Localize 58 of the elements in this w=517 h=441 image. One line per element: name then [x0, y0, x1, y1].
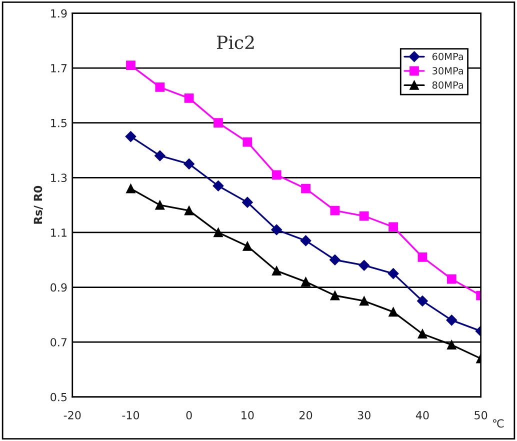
y-tick-label: 1.1 [51, 228, 66, 237]
point [184, 94, 194, 103]
y-tick-label: 0.7 [50, 338, 67, 346]
point [301, 184, 310, 194]
point [184, 158, 195, 170]
point [271, 224, 282, 236]
point [446, 274, 456, 284]
x-tick-label: 10 [242, 410, 254, 420]
point [242, 196, 253, 208]
point [388, 307, 398, 317]
point [126, 184, 136, 194]
point [184, 206, 194, 216]
point [214, 228, 223, 238]
x-tick-label: 30 [358, 410, 370, 420]
legend-label: 80MPa [432, 81, 464, 89]
x-tick-label: 0 [186, 410, 192, 420]
x-tick-label: 40 [416, 410, 429, 420]
point [272, 266, 282, 276]
point [359, 211, 369, 221]
point [330, 206, 340, 216]
point [330, 254, 340, 266]
x-tick-label: -20 [64, 410, 81, 420]
point [358, 260, 370, 271]
point [212, 180, 224, 192]
point [155, 200, 165, 210]
point [126, 60, 136, 70]
legend-label: 60MPa [432, 52, 464, 60]
point [242, 241, 252, 251]
x-tick-label: 20 [300, 410, 312, 420]
x-tick-label: 50 [474, 410, 488, 420]
point [155, 82, 165, 92]
point [301, 277, 310, 286]
y-tick-label: 1.9 [51, 9, 67, 18]
point [446, 340, 456, 350]
point [388, 268, 399, 280]
point [242, 137, 252, 147]
point [417, 296, 428, 306]
text: Pic2 [216, 36, 254, 50]
point [330, 290, 340, 300]
point [214, 118, 223, 128]
point [446, 314, 458, 326]
point [418, 252, 428, 262]
point [125, 131, 136, 142]
y-tick-label: 1.3 [51, 174, 67, 182]
point [418, 329, 428, 339]
point [154, 150, 166, 162]
point [388, 222, 398, 232]
y-axis-title: Rs/ R0 [34, 186, 44, 224]
x-tick-label: -10 [122, 410, 140, 420]
y-tick-label: 1.7 [51, 64, 67, 72]
legend-label: 30MPa [432, 67, 464, 74]
y-tick-label: 0.9 [50, 283, 67, 292]
x-axis-title: ℃ [492, 419, 504, 428]
point [300, 235, 312, 246]
y-tick-label: 1.5 [51, 118, 67, 128]
point [272, 170, 282, 180]
point [359, 296, 369, 306]
y-tick-label: 0.5 [50, 392, 67, 402]
